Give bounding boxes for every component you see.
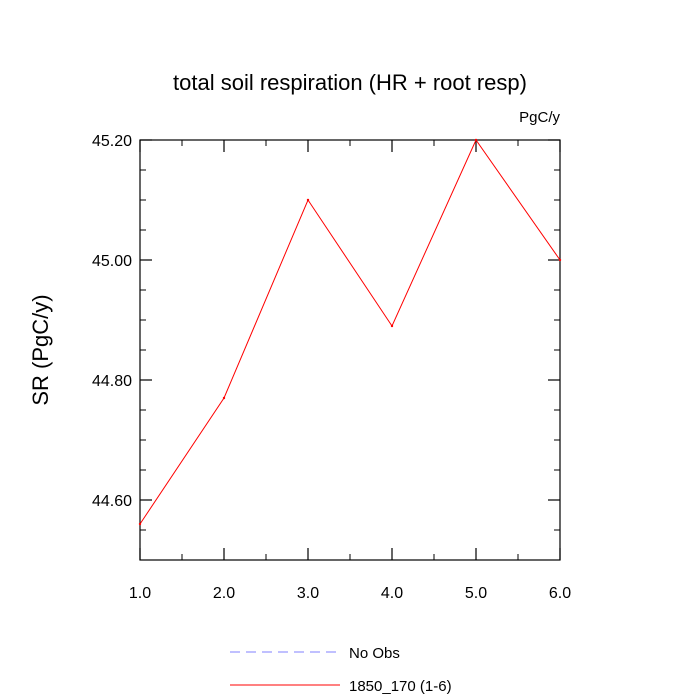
data-point: [474, 138, 478, 142]
y-tick-label: 45.20: [92, 133, 132, 150]
chart-title: total soil respiration (HR + root resp): [173, 70, 527, 95]
series-layer: [138, 138, 562, 526]
data-point: [306, 198, 310, 202]
legend: No Obs 1850_170 (1-6): [230, 645, 452, 695]
x-tick-label: 6.0: [549, 585, 571, 602]
series-line: [139, 138, 561, 525]
data-point: [558, 258, 562, 262]
x-tick-label: 3.0: [297, 585, 319, 602]
y-axis-label: SR (PgC/y): [28, 294, 53, 405]
legend-label: No Obs: [349, 645, 400, 662]
x-tick-label: 5.0: [465, 585, 487, 602]
plot-frame: [139, 139, 561, 561]
y-tick-label: 44.80: [92, 373, 132, 390]
x-tick-label: 1.0: [129, 585, 151, 602]
data-point: [390, 324, 394, 328]
axes: 44.60 44.80 45.00 45.20 1.0 2.0 3.0 4.0 5.0 6.0: [92, 133, 571, 602]
data-point: [222, 396, 226, 400]
y-tick-label: 45.00: [92, 253, 132, 270]
x-tick-label: 4.0: [381, 585, 403, 602]
x-tick-label: 2.0: [213, 585, 235, 602]
y-tick-label: 44.60: [92, 493, 132, 510]
data-point: [138, 522, 142, 526]
legend-label: 1850_170 (1-6): [349, 678, 452, 695]
units-label: PgC/y: [519, 109, 560, 126]
